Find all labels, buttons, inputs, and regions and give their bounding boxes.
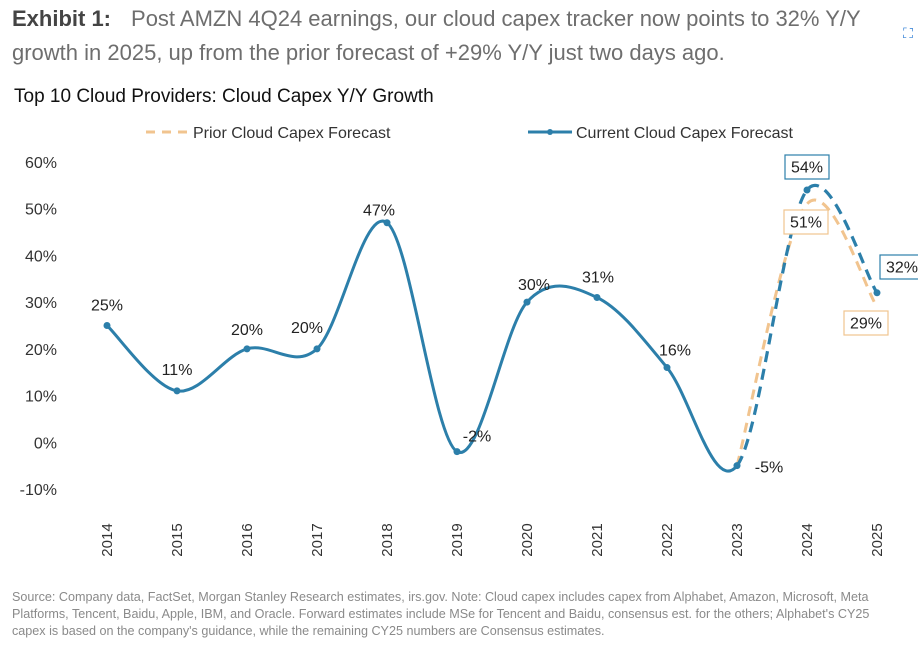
y-tick-label: 30% <box>25 295 57 312</box>
legend-marker-current <box>547 129 553 135</box>
y-tick-label: 10% <box>25 389 57 406</box>
x-tick-label: 2018 <box>379 523 396 556</box>
data-label-2017: 20% <box>291 320 323 337</box>
callout-current-2024: 54% <box>791 160 823 177</box>
data-label-2020: 30% <box>518 277 550 294</box>
y-tick-label: 20% <box>25 342 57 359</box>
y-tick-label: 40% <box>25 248 57 265</box>
expand-icon[interactable]: ⛶ <box>898 22 918 44</box>
exhibit-text: Post AMZN 4Q24 earnings, our cloud capex… <box>12 6 861 65</box>
data-labels: 25% 11% 20% 20% 47% -2% 30% 31% 16% -5% 54% 32% 51% 2… <box>91 154 918 477</box>
data-label-2015: 11% <box>162 362 193 379</box>
y-axis: 60% 50% 40% 30% 20% 10% 0% -10% <box>20 155 57 499</box>
y-tick-label: 60% <box>25 155 57 172</box>
x-tick-label: 2024 <box>799 523 816 556</box>
chart-title: Top 10 Cloud Providers: Cloud Capex Y/Y … <box>14 86 434 107</box>
callout-prior-2025-box <box>843 310 889 336</box>
x-tick-label: 2016 <box>239 523 256 556</box>
exhibit-heading: Exhibit 1: Post AMZN 4Q24 earnings, our c… <box>12 2 912 70</box>
y-tick-label: 0% <box>34 435 57 452</box>
current-point-2015 <box>173 387 181 395</box>
current-point-2019 <box>453 448 461 456</box>
x-tick-label: 2023 <box>729 523 746 556</box>
x-tick-label: 2017 <box>309 523 326 556</box>
data-label-2023: -5% <box>755 460 783 477</box>
callout-prior-2025: 29% <box>850 316 882 333</box>
x-axis: 2014 2015 2016 2017 2018 2019 2020 2021 2022 2023… <box>99 523 886 556</box>
y-tick-label: 50% <box>25 202 57 219</box>
y-tick-label: -10% <box>20 482 57 499</box>
current-point-2021 <box>593 293 601 301</box>
legend-label-current: Current Cloud Capex Forecast <box>576 125 794 142</box>
x-tick-label: 2025 <box>869 523 886 556</box>
callout-current-2025: 32% <box>886 260 918 277</box>
x-tick-label: 2021 <box>589 523 606 556</box>
data-label-2021: 31% <box>582 269 614 286</box>
x-tick-label: 2020 <box>519 523 536 556</box>
current-point-2018 <box>383 219 391 227</box>
current-point-2016 <box>243 345 251 353</box>
x-tick-label: 2015 <box>169 523 186 556</box>
x-tick-label: 2019 <box>449 523 466 556</box>
callout-prior-2024: 51% <box>790 215 822 232</box>
current-point-2023 <box>733 462 741 470</box>
current-point-2024 <box>803 186 811 194</box>
callout-current-2025-box <box>879 254 918 280</box>
current-point-2022 <box>663 364 671 372</box>
exhibit-label: Exhibit 1: <box>12 6 112 31</box>
current-forecast-line-actual <box>105 219 739 473</box>
source-note: Source: Company data, FactSet, Morgan St… <box>12 590 870 638</box>
current-forecast-line-estimate <box>735 184 879 467</box>
callout-current-2024-box <box>784 154 830 180</box>
callout-prior-2024-box <box>783 209 829 235</box>
data-label-2022: 16% <box>659 343 691 360</box>
prior-forecast-line <box>735 198 879 467</box>
data-label-2018: 47% <box>363 203 395 220</box>
data-label-2019: -2% <box>463 429 491 446</box>
current-point-2014 <box>103 322 111 329</box>
x-tick-label: 2014 <box>99 523 116 556</box>
legend-label-prior: Prior Cloud Capex Forecast <box>193 125 391 142</box>
current-point-2020 <box>523 298 531 306</box>
x-tick-label: 2022 <box>659 523 676 556</box>
data-label-2016: 20% <box>231 322 263 339</box>
line-chart: Prior Cloud Capex Forecast Current Cloud… <box>20 125 918 557</box>
current-point-2025 <box>873 289 881 297</box>
chart-legend: Prior Cloud Capex Forecast Current Cloud… <box>146 125 794 142</box>
data-label-2014: 25% <box>91 298 123 315</box>
series-layer <box>103 184 881 473</box>
current-point-2017 <box>313 345 321 353</box>
